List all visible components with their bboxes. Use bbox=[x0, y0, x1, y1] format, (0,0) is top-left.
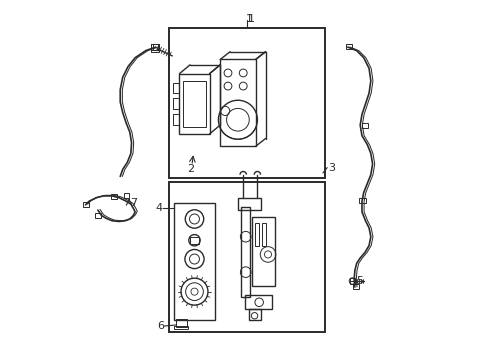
Bar bbox=[174, 327, 188, 329]
Text: 6: 6 bbox=[157, 321, 165, 331]
Bar bbox=[173, 82, 179, 93]
Bar bbox=[176, 319, 187, 327]
Bar bbox=[169, 182, 325, 332]
Bar bbox=[252, 217, 275, 286]
Bar bbox=[169, 28, 325, 178]
Bar bbox=[242, 207, 250, 297]
Text: 2: 2 bbox=[187, 164, 195, 174]
Bar bbox=[238, 198, 261, 210]
Bar bbox=[151, 44, 159, 52]
Bar bbox=[262, 222, 266, 246]
Bar bbox=[359, 198, 366, 203]
Bar bbox=[95, 213, 101, 218]
Bar bbox=[362, 122, 368, 127]
Bar bbox=[220, 59, 256, 146]
Bar bbox=[255, 222, 259, 246]
Text: 3: 3 bbox=[328, 163, 335, 172]
Bar bbox=[153, 44, 159, 50]
Text: 1: 1 bbox=[248, 14, 255, 24]
Bar bbox=[173, 99, 179, 109]
Bar bbox=[345, 44, 352, 49]
Bar bbox=[190, 237, 199, 244]
Text: 5: 5 bbox=[357, 276, 364, 286]
Text: 7: 7 bbox=[130, 198, 137, 208]
Bar bbox=[151, 44, 158, 50]
Bar bbox=[349, 278, 355, 284]
Text: 4: 4 bbox=[156, 203, 163, 213]
Bar bbox=[245, 295, 271, 309]
Bar bbox=[83, 202, 89, 207]
Bar bbox=[124, 193, 129, 198]
Text: 1: 1 bbox=[246, 14, 253, 24]
Bar bbox=[173, 114, 179, 125]
Bar bbox=[353, 284, 359, 289]
Bar bbox=[248, 309, 261, 320]
Bar bbox=[179, 74, 210, 134]
Bar bbox=[174, 203, 215, 320]
Bar bbox=[183, 81, 206, 127]
Bar bbox=[111, 194, 117, 199]
